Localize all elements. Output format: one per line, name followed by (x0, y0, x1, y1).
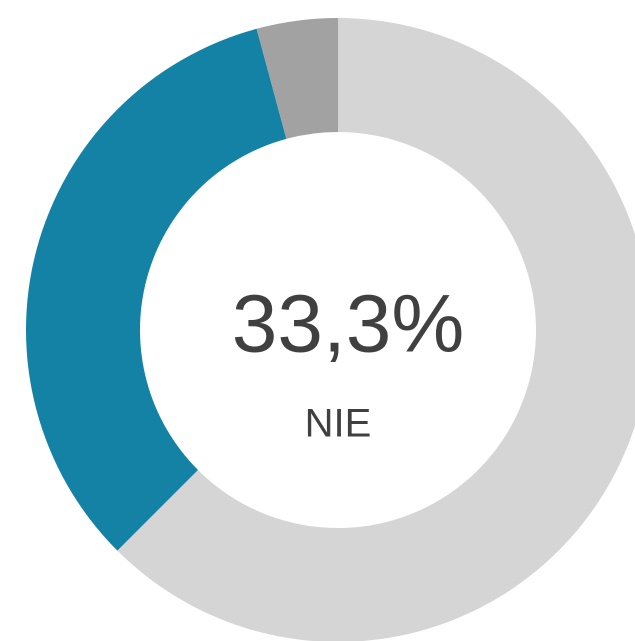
donut-segment (26, 28, 287, 551)
center-value-label: 33,3% (232, 279, 465, 370)
donut-segment (256, 18, 338, 139)
donut-segment (117, 18, 635, 641)
center-category-label: NIE (305, 402, 372, 446)
